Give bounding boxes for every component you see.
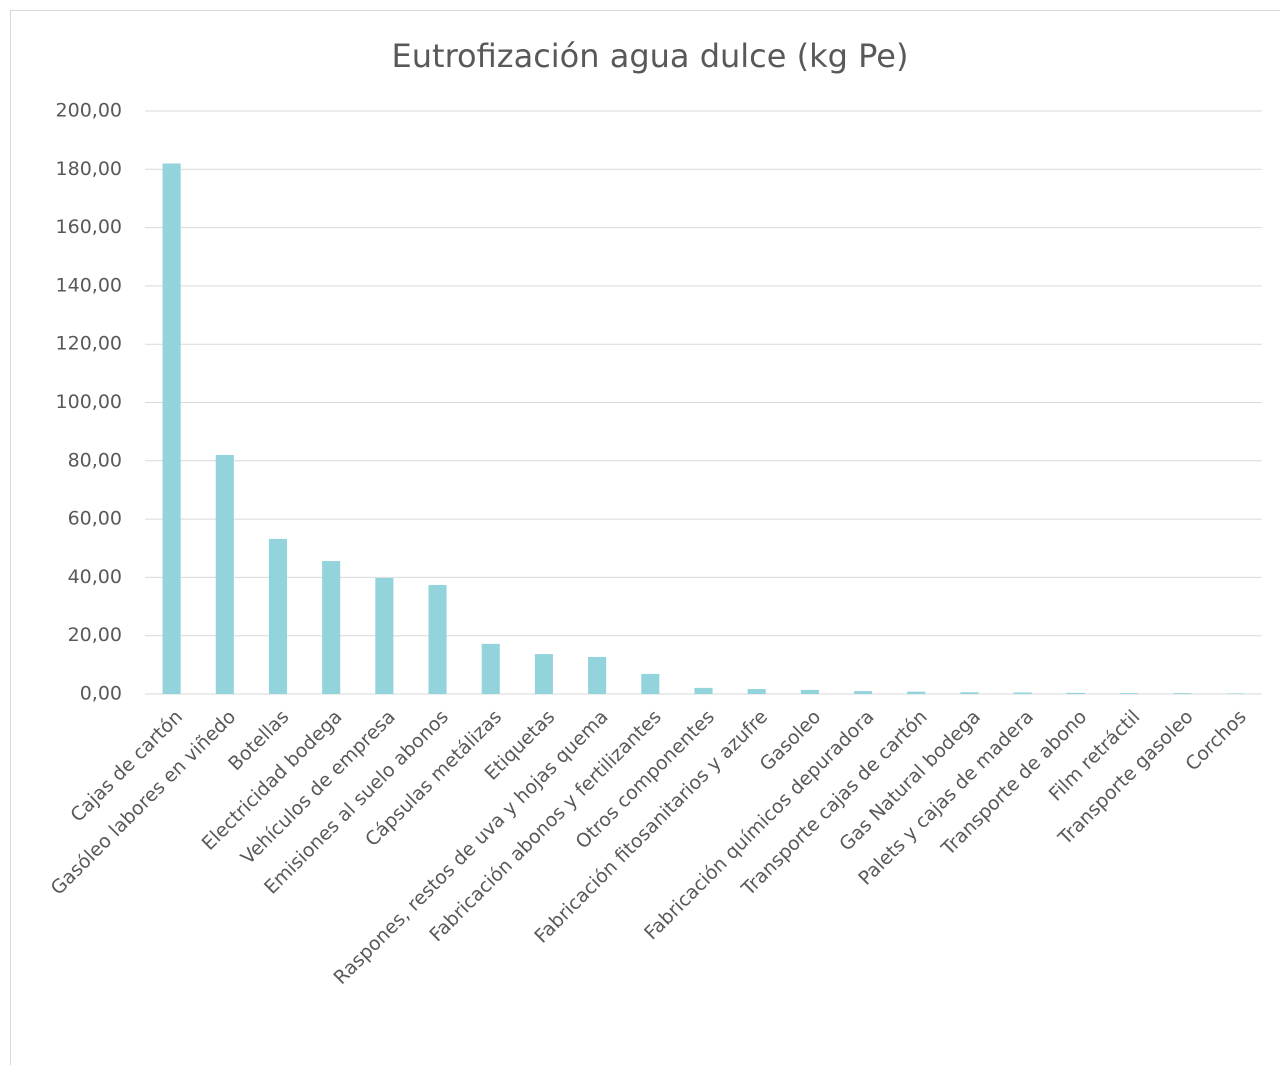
y-tick-label: 160,00 (56, 216, 122, 238)
bar (641, 673, 660, 694)
bar (907, 691, 926, 694)
bar (268, 538, 288, 694)
chart-title: Eutrofización agua dulce (kg Pe) (392, 37, 909, 75)
bar (588, 656, 607, 694)
y-tick-label: 40,00 (68, 566, 122, 588)
y-tick-label: 0,00 (80, 683, 122, 705)
y-tick-label: 140,00 (56, 274, 122, 296)
bar (375, 577, 394, 694)
bar (1226, 693, 1245, 694)
bar (1013, 692, 1032, 694)
bar (747, 689, 766, 694)
chart-frame (10, 10, 1280, 1065)
bar (162, 163, 181, 695)
bar (534, 654, 553, 694)
y-tick-label: 200,00 (56, 100, 122, 122)
y-tick-label: 80,00 (68, 449, 122, 471)
bar (1066, 692, 1085, 694)
bar (694, 687, 713, 694)
bar (215, 454, 234, 694)
bar (1173, 693, 1192, 694)
y-tick-label: 20,00 (68, 624, 122, 646)
bar (322, 561, 341, 694)
bar (428, 584, 447, 694)
y-tick-label: 120,00 (56, 333, 122, 355)
y-tick-label: 100,00 (56, 391, 122, 413)
y-tick-label: 60,00 (68, 508, 122, 530)
bar (854, 691, 873, 694)
y-tick-label: 180,00 (56, 158, 122, 180)
bar (1119, 693, 1139, 694)
bar (960, 692, 979, 694)
bar (800, 689, 819, 694)
bar (481, 643, 500, 694)
